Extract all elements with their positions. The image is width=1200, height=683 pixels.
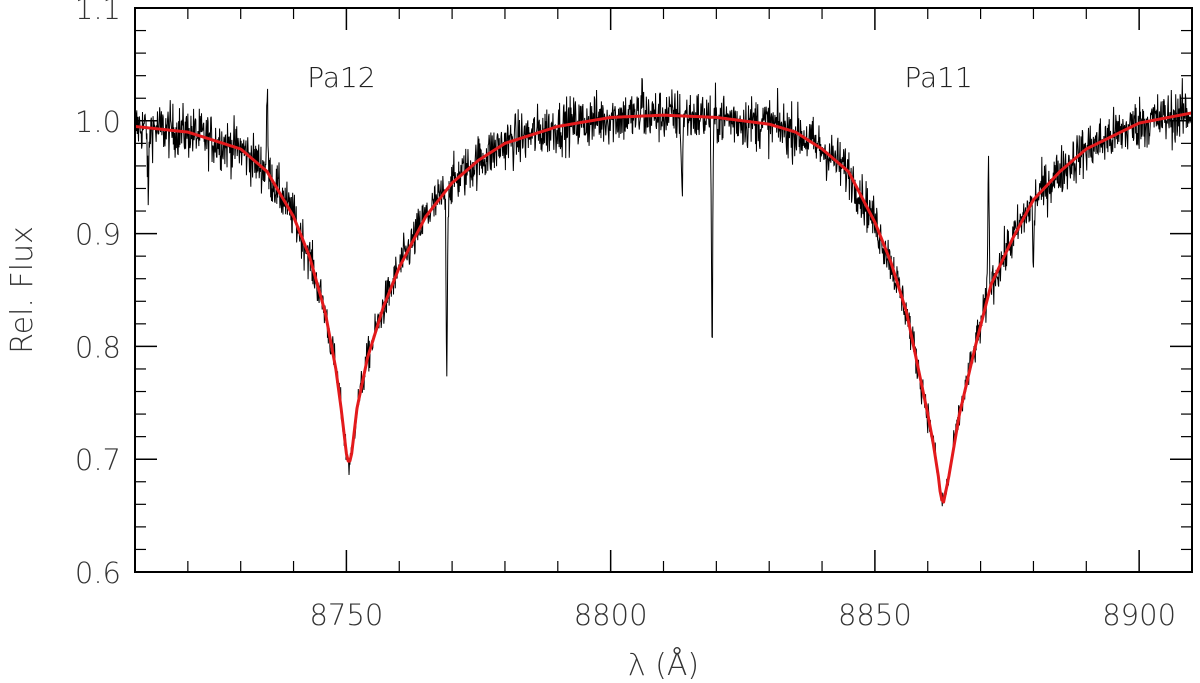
x-tick-label: 8850	[838, 598, 912, 632]
axis-ticks	[134, 7, 1193, 573]
y-tick-label: 1.1	[75, 0, 121, 26]
line-annotation: Pa12	[307, 61, 375, 94]
observed-spectrum	[134, 77, 1193, 507]
x-tick-label: 8750	[309, 598, 383, 632]
y-tick-label: 0.8	[75, 330, 121, 364]
x-axis-label: λ (Å)	[628, 646, 699, 683]
y-tick-label: 1.0	[75, 105, 121, 139]
y-tick-label: 0.9	[75, 218, 121, 252]
y-tick-label: 0.6	[75, 556, 121, 590]
plot-frame	[134, 7, 1193, 573]
line-annotation: Pa11	[904, 61, 972, 94]
model-fit	[134, 111, 1193, 504]
y-axis-label: Rel. Flux	[5, 226, 40, 354]
line-annotations: Pa12 Pa11	[307, 61, 973, 94]
tick-labels: 8750 8800 8850 8900 0.6 0.7 0.8 0.9 1.0 1.1	[75, 0, 1176, 632]
observed-spectrum-line	[134, 77, 1193, 507]
y-tick-label: 0.7	[75, 443, 121, 477]
model-fit-line	[134, 111, 1193, 504]
x-tick-label: 8900	[1102, 598, 1176, 632]
x-tick-label: 8800	[574, 598, 648, 632]
